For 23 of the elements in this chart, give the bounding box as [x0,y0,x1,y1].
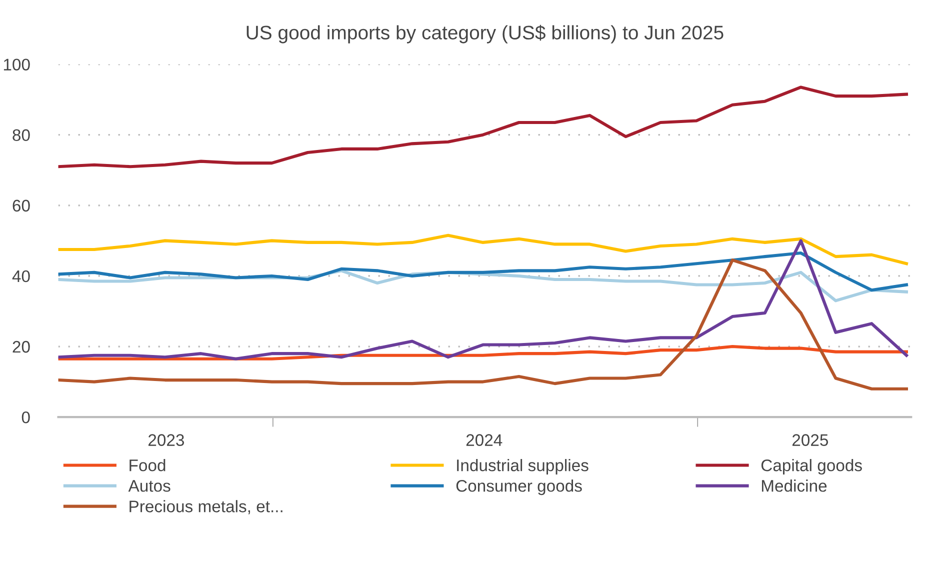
y-tick-label: 60 [12,200,30,212]
legend-label: Autos [128,480,170,492]
legend-label: Food [130,459,166,472]
line-series [58,239,908,360]
line-series [58,252,908,292]
line-series [58,258,908,390]
y-tick-label: 100 [4,58,30,70]
legend-label: Precious metals, et... [130,500,282,514]
x-tick-label: 2024 [466,434,502,446]
line-series [58,344,908,360]
line-series [58,234,908,266]
chart-title: US good imports by category (US$ billions) to Jun 2025 [246,24,724,44]
x-tick-label: 2023 [148,434,184,446]
x-tick-label: 2025 [792,434,828,446]
y-tick-label: 40 [12,270,30,282]
legend-label: Capital goods [761,459,862,475]
y-tick-label: 0 [22,411,30,424]
y-tick-label: 20 [12,340,30,353]
legend-label: Industrial supplies [457,459,588,475]
y-tick-label: 80 [12,129,30,142]
legend-label: Medicine [762,480,827,492]
legend-label: Consumer goods [456,480,582,496]
line-series [58,86,908,168]
